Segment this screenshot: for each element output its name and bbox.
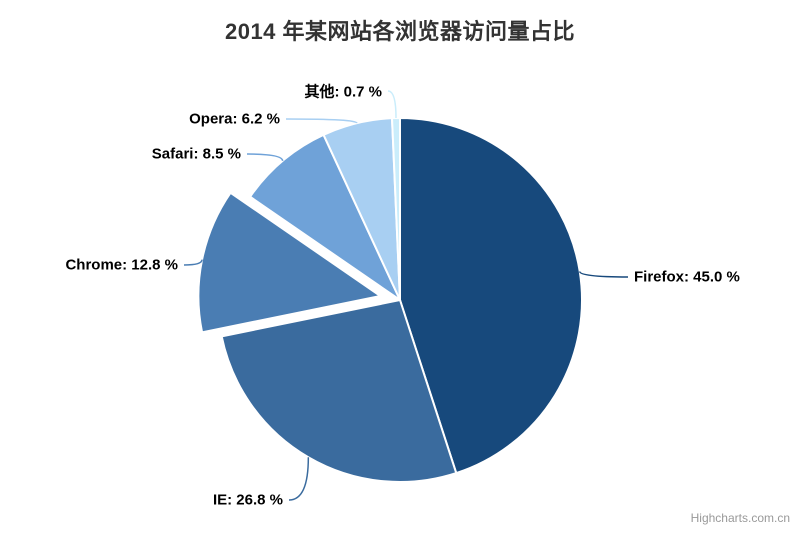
slice-label-opera: Opera: 6.2 % — [189, 110, 280, 128]
pie-slice-firefox[interactable] — [399, 117, 583, 475]
slice-label-safari: Safari: 8.5 % — [151, 145, 241, 163]
pie-slice-chrome[interactable] — [197, 191, 382, 334]
slice-label-other: 其他: 0.7 % — [304, 83, 382, 101]
slice-label-firefox: Firefox: 45.0 % — [634, 268, 740, 286]
label-connector-ie — [288, 457, 310, 501]
slice-label-chrome: Chrome: 12.8 % — [65, 256, 178, 274]
pie-slice-safari[interactable] — [249, 133, 401, 301]
label-connector-safari — [246, 153, 284, 162]
label-connector-chrome — [183, 259, 203, 266]
pie-slice-other[interactable] — [391, 117, 401, 301]
slice-label-ie: IE: 26.8 % — [212, 491, 283, 509]
chart-title: 2014 年某网站各浏览器访问量占比 — [224, 19, 576, 44]
label-connector-other — [387, 90, 397, 119]
label-connector-firefox — [579, 271, 629, 278]
label-connector-opera — [285, 118, 358, 124]
credits-link[interactable]: Highcharts.com.cn — [690, 511, 790, 525]
